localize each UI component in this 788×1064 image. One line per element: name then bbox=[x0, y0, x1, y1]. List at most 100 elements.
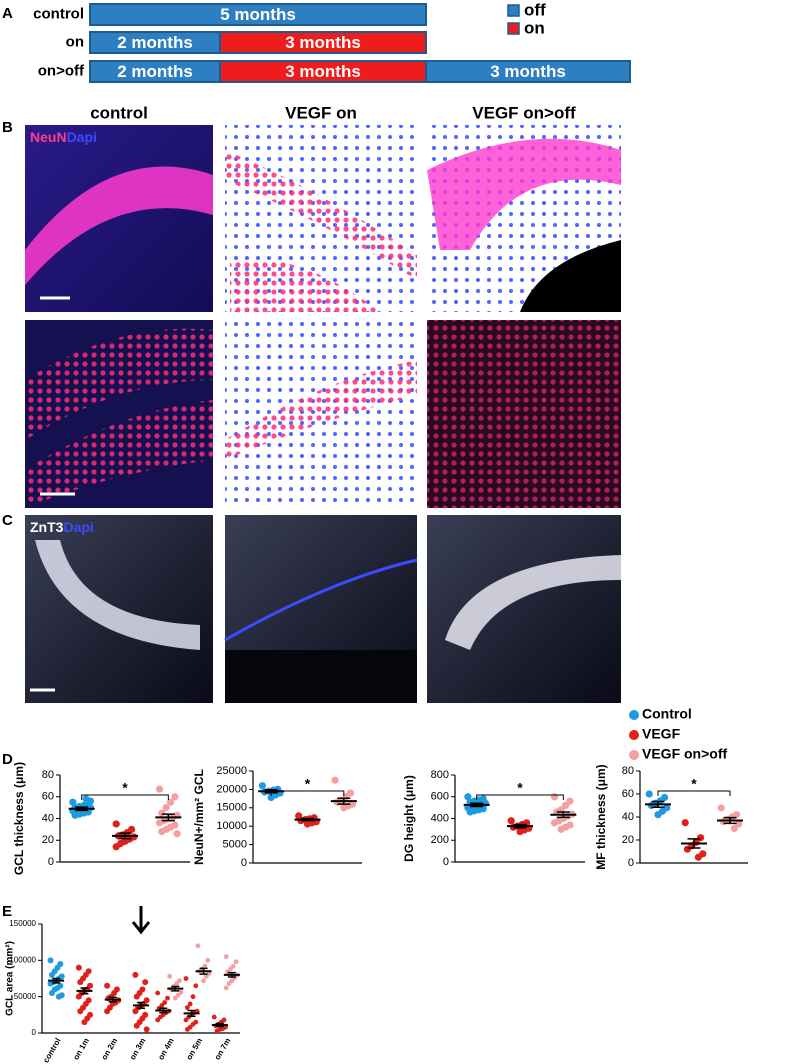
y-tick-label: 80 bbox=[42, 769, 54, 781]
y-tick-label: 5000 bbox=[223, 839, 247, 851]
data-point bbox=[516, 827, 524, 836]
data-point bbox=[184, 1005, 190, 1010]
image-feature bbox=[25, 400, 213, 508]
timeline-segment bbox=[219, 31, 427, 54]
y-tick-label: 200 bbox=[431, 834, 449, 846]
data-point bbox=[104, 1008, 111, 1015]
data-point bbox=[167, 973, 173, 979]
significance-label: * bbox=[305, 776, 311, 792]
image-feature bbox=[427, 138, 621, 250]
data-point bbox=[566, 797, 574, 805]
error-bar bbox=[687, 838, 701, 849]
panel-label: B bbox=[2, 119, 13, 136]
error-bar bbox=[159, 1007, 168, 1014]
data-point bbox=[267, 793, 275, 802]
stain: ZnT3 bbox=[30, 519, 64, 535]
error-bar bbox=[470, 802, 484, 808]
data-point bbox=[735, 820, 743, 828]
data-point bbox=[561, 801, 570, 810]
y-tick-label: 60 bbox=[42, 791, 54, 803]
significance-label: * bbox=[691, 776, 697, 792]
data-point bbox=[683, 845, 692, 853]
y-tick-label: 80 bbox=[622, 765, 634, 777]
error-bar bbox=[337, 797, 351, 805]
data-point bbox=[183, 976, 189, 981]
legend-label: off bbox=[524, 0, 546, 19]
data-point bbox=[75, 964, 82, 971]
y-tick-label: 40 bbox=[42, 812, 54, 824]
panel-label: E bbox=[2, 903, 12, 920]
x-tick-label: control bbox=[41, 1037, 62, 1064]
y-axis-label: GCL area (mm²) bbox=[5, 941, 16, 1016]
stain-label: ZnT3Dapi bbox=[30, 519, 94, 535]
data-point bbox=[142, 979, 149, 986]
column-title: control bbox=[90, 103, 148, 122]
data-point bbox=[47, 980, 54, 987]
data-point bbox=[193, 983, 199, 989]
timeline-segment bbox=[425, 60, 631, 83]
significance-bracket bbox=[270, 790, 345, 796]
data-point bbox=[75, 993, 82, 1000]
data-point bbox=[71, 811, 79, 819]
legend-marker bbox=[629, 710, 639, 720]
x-tick-label: on 5m bbox=[185, 1037, 205, 1062]
data-point bbox=[81, 1019, 88, 1026]
x-tick-label: on 3m bbox=[128, 1037, 148, 1062]
data-point bbox=[654, 811, 662, 819]
y-tick-label: 0 bbox=[32, 1028, 37, 1037]
data-point bbox=[48, 990, 55, 997]
image-feature bbox=[427, 320, 621, 508]
data-point bbox=[211, 1014, 217, 1020]
y-tick-label: 150000 bbox=[9, 919, 36, 928]
data-point bbox=[187, 1001, 193, 1007]
image-tile bbox=[427, 515, 621, 703]
data-point bbox=[112, 843, 120, 851]
y-axis-label: GCL thickness (μm) bbox=[12, 762, 26, 875]
data-point bbox=[132, 1008, 139, 1015]
error-bar bbox=[199, 967, 208, 975]
data-point bbox=[143, 1026, 150, 1033]
data-point bbox=[203, 973, 209, 979]
error-bar bbox=[556, 811, 570, 819]
y-tick-label: 60 bbox=[622, 788, 634, 800]
y-tick-label: 0 bbox=[48, 856, 54, 868]
legend-marker bbox=[629, 750, 639, 760]
error-bar bbox=[137, 1001, 145, 1010]
x-tick-label: on 4m bbox=[156, 1037, 176, 1062]
image-feature bbox=[225, 650, 417, 703]
y-tick-label: 20 bbox=[42, 834, 54, 846]
data-point bbox=[158, 827, 166, 836]
data-point bbox=[303, 820, 312, 828]
row-label: control bbox=[33, 5, 84, 22]
error-bar bbox=[118, 832, 132, 840]
data-point bbox=[133, 1022, 140, 1029]
panel-label: A bbox=[2, 5, 13, 22]
data-point bbox=[201, 978, 206, 984]
data-point bbox=[464, 793, 472, 801]
data-point bbox=[158, 809, 166, 817]
image-feature bbox=[225, 150, 417, 280]
y-axis-label: DG height (μm) bbox=[402, 775, 416, 862]
data-point bbox=[466, 808, 474, 816]
y-tick-label: 100000 bbox=[9, 955, 36, 964]
legend-swatch bbox=[507, 4, 520, 17]
data-point bbox=[340, 804, 348, 812]
y-tick-label: 0 bbox=[241, 857, 247, 869]
y-tick-label: 0 bbox=[443, 856, 449, 868]
error-bar bbox=[227, 971, 236, 978]
y-axis-label: NeuN+/mm² GCL bbox=[192, 769, 206, 865]
data-point bbox=[205, 957, 211, 963]
y-tick-label: 10000 bbox=[216, 820, 247, 832]
data-point bbox=[173, 830, 181, 838]
data-point bbox=[132, 971, 139, 978]
data-point bbox=[730, 824, 739, 833]
data-point bbox=[647, 801, 656, 810]
data-point bbox=[331, 776, 339, 784]
data-point bbox=[155, 1017, 161, 1023]
data-point bbox=[112, 820, 120, 828]
segment-label: 2 months bbox=[117, 62, 193, 81]
data-point bbox=[104, 982, 111, 989]
segment-label: 5 months bbox=[220, 5, 296, 24]
data-point bbox=[223, 985, 229, 991]
